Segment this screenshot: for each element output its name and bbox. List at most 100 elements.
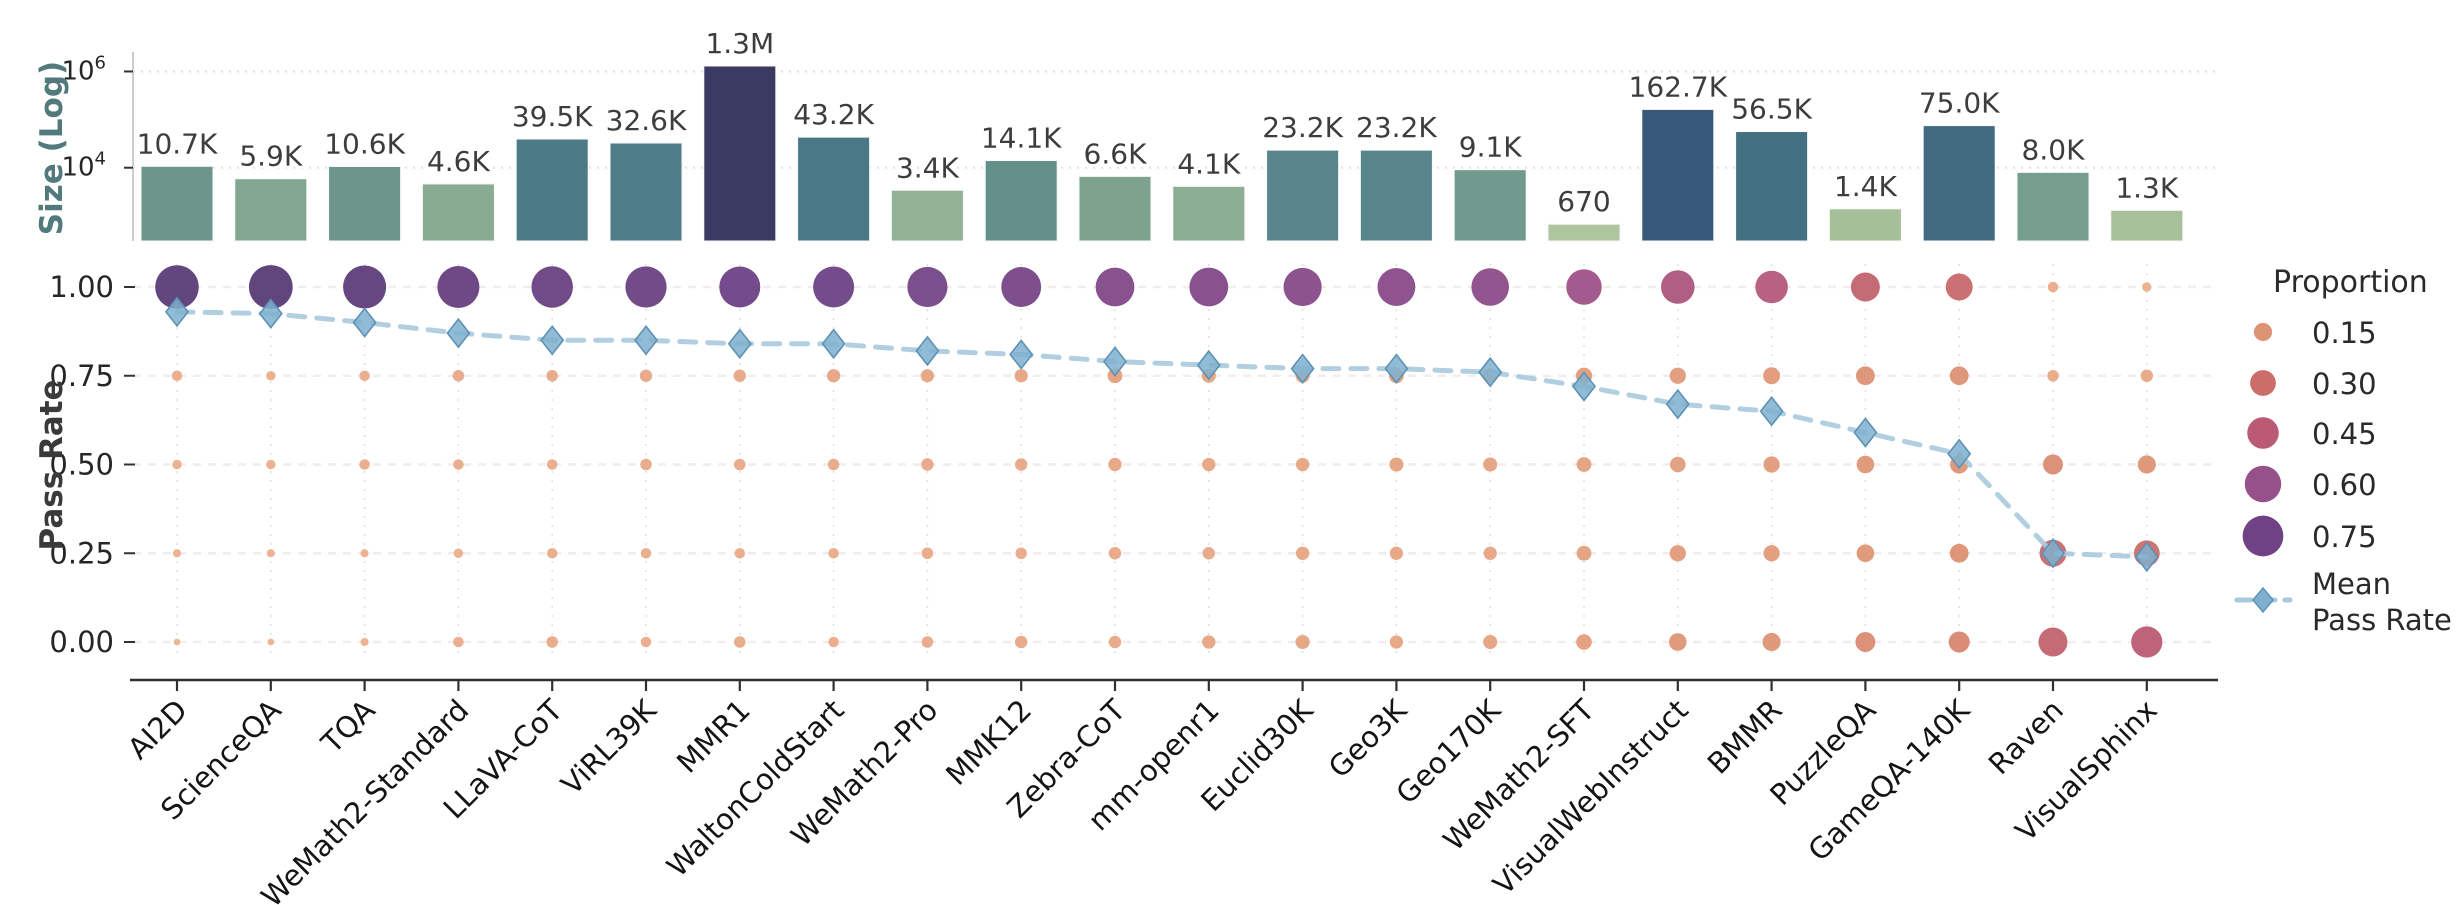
x-tick-label: MMR1: [670, 693, 757, 780]
size-bar: [1922, 125, 1996, 242]
proportion-bubble: [359, 459, 370, 470]
proportion-bubble: [1856, 455, 1875, 474]
mean-pass-rate-marker: [1290, 353, 1315, 384]
proportion-bubble: [1015, 547, 1027, 560]
bar-value-label: 9.1K: [1459, 131, 1523, 164]
legend-mean-label-line1: Mean: [2312, 567, 2391, 601]
proportion-bubble: [920, 369, 935, 383]
size-bar: [2110, 209, 2184, 242]
proportion-bubble: [172, 459, 182, 470]
bar-value-label: 43.2K: [793, 98, 874, 131]
proportion-bubble: [639, 369, 653, 382]
size-bar: [234, 178, 308, 242]
proportion-bubble: [640, 458, 652, 471]
mean-pass-rate-marker: [1102, 346, 1128, 377]
proportion-bubble: [1576, 457, 1592, 472]
proportion-bubble: [921, 636, 934, 648]
mean-pass-rate-marker: [540, 324, 565, 356]
pass-ytick-label: 0.00: [49, 625, 114, 659]
size-bar: [1828, 208, 1902, 242]
mean-pass-rate-marker: [915, 335, 940, 367]
bar-value-label: 3.4K: [896, 151, 960, 184]
proportion-bubble: [1669, 633, 1687, 651]
proportion-bubble: [2140, 369, 2154, 382]
mean-pass-rate-marker: [1009, 339, 1034, 370]
pass-ytick-label: 1.00: [49, 270, 114, 304]
proportion-bubble: [828, 636, 839, 648]
mean-pass-rate-marker: [258, 298, 283, 329]
proportion-bubble: [437, 265, 480, 309]
bar-value-label: 75.0K: [1919, 87, 2000, 120]
proportion-bubble: [828, 547, 839, 559]
proportion-bubble: [1670, 456, 1686, 473]
proportion-bubble: [360, 637, 369, 647]
proportion-bubble: [1856, 544, 1875, 563]
bar-value-label: 14.1K: [981, 122, 1062, 155]
mean-pass-rate-marker: [1196, 349, 1221, 381]
size-bar: [140, 165, 214, 242]
size-bar: [1453, 169, 1527, 242]
legend-mean-marker: [2252, 586, 2274, 614]
mean-pass-rate-marker: [1947, 438, 1972, 470]
proportion-bubble: [921, 547, 934, 560]
x-tick-label: Geo3K: [1322, 692, 1414, 784]
proportion-bubble: [1762, 632, 1781, 652]
bar-value-label: 23.2K: [1262, 111, 1343, 144]
proportion-bubble: [1949, 543, 1969, 563]
proportion-bubble: [1202, 547, 1216, 560]
proportion-bubble: [1389, 635, 1404, 649]
proportion-bubble: [2137, 455, 2156, 474]
legend-size-label: 0.30: [2312, 367, 2377, 401]
proportion-bubble: [921, 458, 934, 471]
legend-size-label: 0.45: [2312, 417, 2377, 451]
proportion-bubble: [640, 636, 652, 648]
size-bar: [421, 183, 495, 242]
proportion-bubble: [1576, 634, 1592, 650]
mean-pass-rate-marker: [821, 328, 846, 360]
proportion-bubble: [1856, 366, 1875, 386]
legend-bubble: [2244, 465, 2282, 503]
pass-ytick-label: 0.75: [49, 359, 114, 393]
bar-value-label: 1.4K: [1834, 170, 1898, 203]
bar-value-label: 10.7K: [137, 127, 218, 160]
proportion-bubble: [452, 369, 465, 382]
size-bar: [703, 65, 777, 242]
proportion-bubble: [1108, 547, 1122, 560]
proportion-bubble: [1763, 367, 1781, 385]
mean-pass-rate-marker: [1665, 388, 1690, 420]
proportion-bubble: [1202, 457, 1216, 472]
proportion-bubble: [2043, 454, 2063, 475]
proportion-bubble: [1669, 545, 1686, 562]
proportion-bubble: [1566, 269, 1602, 305]
pass-axis-label: Pass Rate: [34, 379, 70, 550]
proportion-bubble: [2131, 626, 2163, 658]
bar-value-label: 56.5K: [1731, 93, 1812, 126]
proportion-bubble: [1483, 634, 1498, 650]
bar-value-label: 8.0K: [2022, 133, 2086, 166]
bar-value-label: 4.6K: [427, 145, 491, 178]
proportion-bubble: [625, 266, 667, 308]
size-bar: [1735, 131, 1809, 242]
proportion-bubble: [172, 549, 182, 558]
bar-value-label: 162.7K: [1629, 70, 1728, 103]
proportion-bubble: [1669, 367, 1686, 384]
bar-value-label: 32.6K: [606, 104, 687, 137]
proportion-bubble: [1295, 634, 1310, 650]
proportion-bubble: [531, 266, 573, 308]
proportion-bubble: [1377, 268, 1416, 306]
proportion-bubble: [266, 549, 275, 558]
proportion-bubble: [826, 369, 841, 383]
proportion-bubble: [2047, 281, 2059, 293]
mean-pass-rate-marker: [2040, 537, 2066, 569]
proportion-bubble: [453, 459, 464, 470]
size-bar: [1266, 149, 1340, 242]
proportion-bubble: [1108, 457, 1122, 472]
proportion-bubble: [1389, 457, 1404, 472]
size-bar: [1547, 223, 1621, 242]
proportion-bubble: [453, 636, 464, 648]
bar-value-label: 1.3K: [2115, 171, 2179, 204]
proportion-bubble: [2038, 627, 2068, 657]
proportion-bubble: [1095, 267, 1135, 307]
